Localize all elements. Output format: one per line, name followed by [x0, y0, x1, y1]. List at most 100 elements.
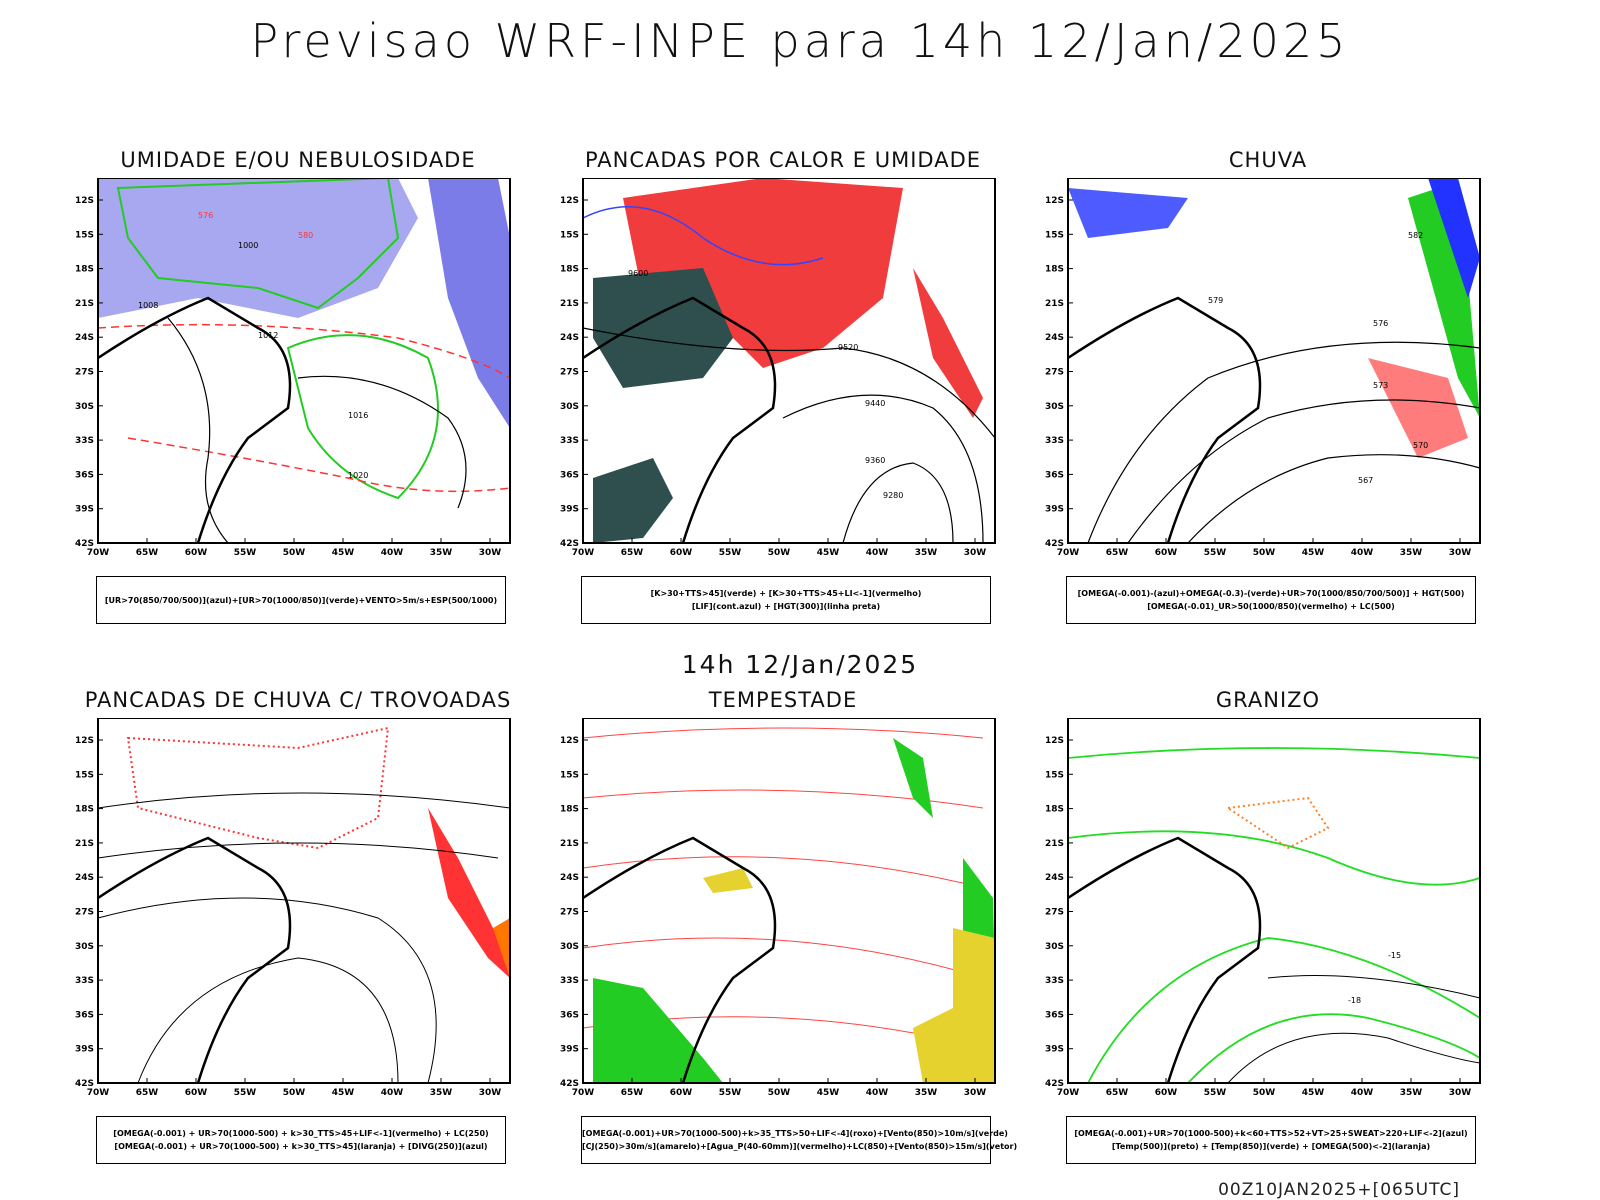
lat-tick-label: 42S — [1045, 1079, 1064, 1089]
lat-tick-label: 24S — [75, 333, 94, 343]
omega-blue — [1068, 188, 1188, 238]
lat-axis: 12S 15S 18S 21S 24S 27S 30S 33S 36S 39S 42S — [1045, 736, 1073, 1089]
legend-line: [OMEGA(-0.001)-(azul)+OMEGA(-0.3)-(verde… — [1077, 589, 1465, 598]
lat-tick-label: 33S — [1045, 436, 1064, 446]
contour-label: 579 — [1208, 296, 1223, 305]
precip-water-contours — [582, 727, 984, 1049]
lat-tick-label: 39S — [1045, 1045, 1064, 1055]
lon-tick-label: 65W — [621, 548, 644, 558]
lat-tick-label: 33S — [1045, 976, 1064, 986]
lon-axis: 70W 65W 60W 55W 50W 45W 40W 35W 30W — [87, 538, 501, 558]
lon-tick-label: 55W — [1204, 1088, 1227, 1098]
contour-label: 1000 — [238, 241, 258, 250]
lon-tick-label: 30W — [1449, 1088, 1472, 1098]
lat-tick-label: 21S — [75, 299, 94, 309]
legend-box: [UR>70(850/700/500)](azul)+[UR>70(1000/8… — [96, 576, 506, 624]
lon-tick-label: 35W — [1400, 1088, 1423, 1098]
cloud-layer — [98, 178, 418, 318]
thunder-area-ocean — [428, 808, 510, 978]
lon-tick-label: 60W — [1155, 548, 1178, 558]
lon-tick-label: 45W — [817, 1088, 840, 1098]
lat-tick-label: 30S — [560, 402, 579, 412]
legend-box: [OMEGA(-0.001)+UR>70(1000-500)+k>35_TTS>… — [581, 1116, 1018, 1164]
pressure-contour — [297, 375, 467, 509]
temp-500-contours — [1227, 975, 1481, 1084]
lat-tick-label: 24S — [1045, 873, 1064, 883]
continent-outline — [1067, 836, 1262, 1084]
lat-tick-label: 18S — [75, 265, 94, 275]
lat-tick-label: 21S — [560, 299, 579, 309]
lat-tick-label: 36S — [75, 470, 94, 480]
legend-line: [CJ(250)>30m/s](amarelo)+[Agua_P(40-60mm… — [582, 1142, 1018, 1151]
pressure-contour — [167, 317, 229, 544]
lat-tick-label: 18S — [75, 805, 94, 815]
lat-tick-label: 30S — [75, 942, 94, 952]
legend-box: [OMEGA(-0.001)+UR>70(1000-500)+k<60+TTS>… — [1066, 1116, 1476, 1164]
lat-tick-label: 33S — [75, 976, 94, 986]
contour-label: 9600 — [628, 269, 648, 278]
map-tempestade: 12S 15S 18S 21S 24S 27S 30S 33S 36S 39S 42S 70W 65W… — [560, 718, 996, 1098]
lon-tick-label: 65W — [1106, 548, 1129, 558]
lon-tick-label: 60W — [185, 1088, 208, 1098]
forecast-time-title: 14h 12/Jan/2025 — [681, 650, 919, 679]
lon-tick-label: 60W — [670, 548, 693, 558]
contour-label: 9360 — [865, 456, 885, 465]
lat-tick-label: 24S — [75, 873, 94, 883]
lon-tick-label: 50W — [1253, 1088, 1276, 1098]
legend-line: [Temp(500)](preto) + [Temp(850)](verde) … — [1111, 1142, 1431, 1151]
continent-outline — [97, 296, 292, 544]
lon-tick-label: 55W — [234, 1088, 257, 1098]
lon-tick-label: 70W — [87, 548, 110, 558]
lon-tick-label: 30W — [1449, 548, 1472, 558]
lon-tick-label: 55W — [719, 1088, 742, 1098]
contour-label: 567 — [1358, 476, 1373, 485]
humid-area — [593, 268, 733, 388]
lat-tick-label: 39S — [75, 505, 94, 515]
panel-granizo: GRANIZO -15 -18 12S 15S 18S 21S 24S 27S 30S 33S… — [1028, 688, 1508, 1168]
lon-tick-label: 50W — [768, 548, 791, 558]
lat-tick-label: 33S — [75, 436, 94, 446]
panel-title: PANCADAS DE CHUVA C/ TROVOADAS — [84, 688, 512, 712]
lat-tick-label: 36S — [1045, 1010, 1064, 1020]
lon-tick-label: 60W — [670, 1088, 693, 1098]
map-pancadas-calor: 9600 9520 9440 9360 9280 12S 15S 18S 21S 24S… — [560, 178, 996, 558]
lat-tick-label: 24S — [560, 873, 579, 883]
panel-title: GRANIZO — [1215, 688, 1321, 712]
continent-outline — [582, 836, 777, 1084]
lon-tick-label: 60W — [1155, 1088, 1178, 1098]
lat-tick-label: 30S — [1045, 402, 1064, 412]
lon-tick-label: 55W — [234, 548, 257, 558]
thickness-contour — [127, 437, 511, 493]
continent-outline — [97, 836, 292, 1084]
lon-tick-label: 45W — [817, 548, 840, 558]
lat-tick-label: 12S — [75, 196, 94, 206]
lat-tick-label: 36S — [75, 1010, 94, 1020]
lat-tick-label: 24S — [560, 333, 579, 343]
lon-tick-label: 35W — [430, 548, 453, 558]
lon-tick-label: 70W — [87, 1088, 110, 1098]
lat-tick-label: 36S — [1045, 470, 1064, 480]
hgt-contour — [1187, 454, 1481, 544]
map-pancadas-trovoadas: 12S 15S 18S 21S 24S 27S 30S 33S 36S 39S 42S 70W 65W… — [75, 718, 511, 1098]
lat-tick-label: 18S — [1045, 805, 1064, 815]
main-title: Previsao WRF-INPE para 14h 12/Jan/2025 — [250, 14, 1350, 68]
lat-tick-label: 12S — [560, 736, 579, 746]
lat-tick-label: 30S — [1045, 942, 1064, 952]
omega-blue-east — [1428, 178, 1480, 298]
lon-tick-label: 45W — [1302, 1088, 1325, 1098]
legend-line: [K>30+TTS>45](verde) + [K>30+TTS>45+LI<-… — [650, 589, 922, 598]
streamline — [137, 957, 399, 1084]
lon-tick-label: 40W — [1351, 1088, 1374, 1098]
omega-orange — [1225, 796, 1330, 850]
legend-line: [OMEGA(-0.01)_UR>50(1000/850)(vermelho) … — [1147, 602, 1395, 611]
lon-tick-label: 30W — [964, 1088, 987, 1098]
wind-850-area-south — [593, 978, 723, 1083]
lat-tick-label: 21S — [1045, 839, 1064, 849]
jet-area — [913, 928, 995, 1083]
panel-title: TEMPESTADE — [708, 688, 858, 712]
contour-label: 9440 — [865, 399, 885, 408]
lat-tick-label: 42S — [1045, 539, 1064, 549]
lat-tick-label: 18S — [1045, 265, 1064, 275]
lon-tick-label: 40W — [381, 1088, 404, 1098]
lon-axis: 70W 65W 60W 55W 50W 45W 40W 35W 30W — [1057, 538, 1472, 558]
